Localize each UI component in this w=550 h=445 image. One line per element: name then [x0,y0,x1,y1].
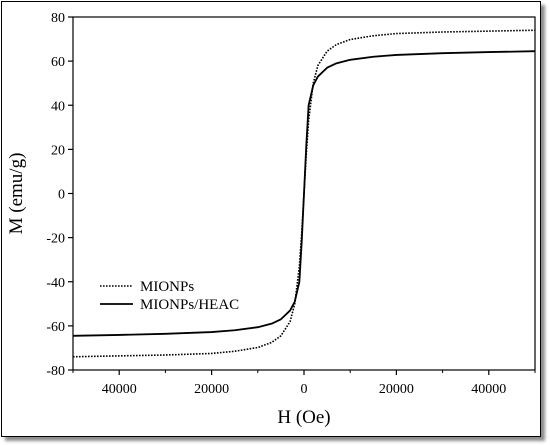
x-tick-label: 40000 [471,382,506,397]
x-tick-label: 40000 [102,382,137,397]
y-tick-label: 80 [51,11,65,26]
legend: MIONPs MIONPs/HEAC [100,279,239,313]
y-tick-label: 60 [51,55,65,70]
series-line-2 [72,50,536,337]
y-tick-label: -20 [46,232,65,247]
plot-area-border [72,16,536,371]
y-axis-label: M (emu/g) [6,153,27,235]
x-tick-label: 20000 [379,382,414,397]
y-tick-label: -60 [46,320,65,335]
series-layer [72,29,536,358]
y-tick-label: 40 [51,99,65,114]
y-tick-label: 0 [58,188,65,203]
legend-label: MIONPs/HEAC [140,297,239,313]
x-tick-label: 0 [301,382,308,397]
figure-frame [1,1,541,437]
y-tick-label: -80 [46,364,65,379]
tick-layer: -80 -60 -40 -20 0 20 40 60 80 40000 20000 0 20000 400… [46,11,536,397]
legend-label: MIONPs [140,279,194,295]
x-tick-label: 20000 [194,382,229,397]
x-axis-label: H (Oe) [277,407,330,428]
y-tick-label: 20 [51,143,65,158]
y-tick-label: -40 [46,276,65,291]
